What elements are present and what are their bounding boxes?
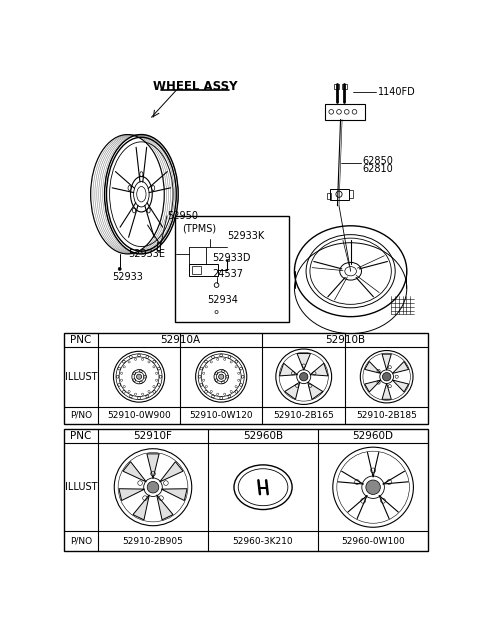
Text: PNC: PNC: [70, 334, 92, 344]
Bar: [330, 189, 349, 200]
Polygon shape: [279, 363, 298, 376]
Polygon shape: [297, 354, 311, 370]
Polygon shape: [365, 361, 381, 373]
Polygon shape: [147, 454, 159, 479]
Text: 52910-0W900: 52910-0W900: [107, 411, 171, 420]
Text: ILLUST: ILLUST: [65, 372, 97, 382]
Text: 62850: 62850: [362, 156, 393, 166]
Polygon shape: [161, 489, 187, 500]
Circle shape: [136, 374, 142, 379]
Text: 52950: 52950: [167, 211, 198, 221]
Bar: [192, 266, 201, 273]
Polygon shape: [133, 495, 149, 520]
Text: 62810: 62810: [362, 164, 393, 174]
Bar: [226, 259, 229, 261]
Bar: [64, 429, 428, 551]
Text: 52910-0W120: 52910-0W120: [190, 411, 253, 420]
Text: 52910A: 52910A: [160, 334, 200, 344]
Text: 52910-2B185: 52910-2B185: [356, 411, 417, 420]
Bar: [349, 190, 353, 198]
Text: P/NO: P/NO: [70, 411, 92, 420]
Circle shape: [300, 373, 308, 381]
Text: 52933D: 52933D: [212, 253, 251, 263]
Bar: [335, 84, 339, 89]
Circle shape: [383, 373, 391, 381]
Polygon shape: [392, 361, 408, 373]
Text: 52910B: 52910B: [325, 334, 365, 344]
Polygon shape: [382, 383, 391, 399]
Text: 52910F: 52910F: [133, 431, 172, 441]
Bar: [175, 216, 289, 322]
Bar: [189, 263, 218, 276]
Polygon shape: [156, 495, 173, 520]
Polygon shape: [123, 462, 146, 482]
Text: 52910-2B165: 52910-2B165: [273, 411, 334, 420]
Circle shape: [118, 267, 121, 270]
Text: 1140FD: 1140FD: [378, 87, 416, 97]
Text: 52960D: 52960D: [353, 431, 394, 441]
Polygon shape: [392, 380, 408, 392]
Text: 52933K: 52933K: [228, 231, 264, 241]
Text: (TPMS): (TPMS): [182, 223, 216, 233]
Polygon shape: [160, 462, 183, 482]
Bar: [342, 84, 347, 89]
Bar: [325, 104, 365, 120]
Polygon shape: [365, 380, 381, 392]
Bar: [157, 242, 160, 250]
Text: 52960-0W100: 52960-0W100: [341, 537, 405, 545]
Polygon shape: [308, 382, 323, 399]
Circle shape: [366, 480, 380, 494]
Text: ILLUST: ILLUST: [65, 482, 97, 492]
Polygon shape: [310, 363, 328, 376]
Text: 52934: 52934: [207, 296, 238, 306]
Text: 52960-3K210: 52960-3K210: [233, 537, 293, 545]
Text: 52910-2B905: 52910-2B905: [122, 537, 183, 545]
Text: 52933E: 52933E: [128, 250, 165, 260]
Polygon shape: [382, 354, 391, 370]
Text: WHEEL ASSY: WHEEL ASSY: [154, 80, 238, 93]
Text: 52933: 52933: [112, 273, 143, 283]
Bar: [157, 250, 159, 252]
Text: P/NO: P/NO: [70, 537, 92, 545]
Circle shape: [219, 374, 224, 379]
Text: 52960B: 52960B: [243, 431, 283, 441]
Circle shape: [147, 482, 159, 493]
Bar: [327, 193, 331, 199]
Text: PNC: PNC: [70, 431, 92, 441]
Polygon shape: [285, 382, 300, 399]
Polygon shape: [119, 489, 144, 500]
Text: 24537: 24537: [212, 268, 243, 278]
Bar: [64, 333, 428, 424]
